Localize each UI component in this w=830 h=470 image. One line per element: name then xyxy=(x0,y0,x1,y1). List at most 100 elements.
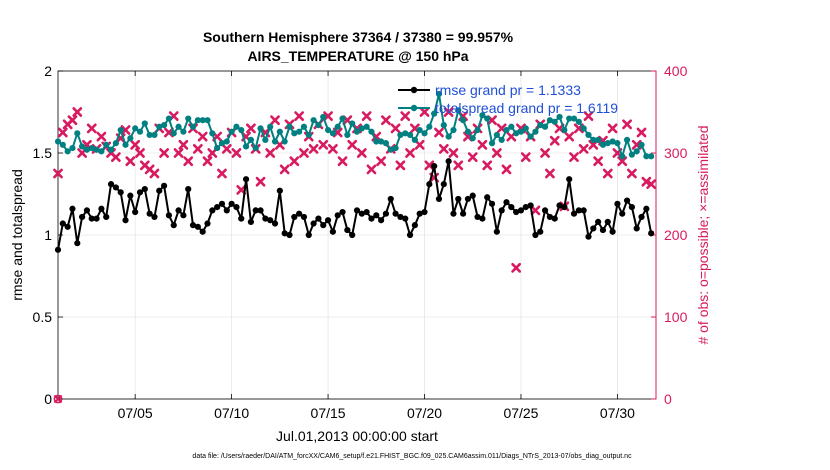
obs-assimilated-stroke-b xyxy=(318,139,329,150)
obs-assimilated-point xyxy=(593,156,604,167)
totalspread-point xyxy=(628,151,635,158)
obs-assimilated-stroke-b xyxy=(593,156,604,167)
obs-assimilated-stroke-b xyxy=(409,123,420,134)
obs-assimilated-point xyxy=(130,139,141,150)
x-tick-label-1: 07/10 xyxy=(214,405,249,421)
right-y-tick-label-0: 0 xyxy=(664,391,672,407)
rmse-point xyxy=(305,231,312,239)
rmse-point xyxy=(474,213,481,221)
obs-assimilated-stroke-b xyxy=(400,111,411,121)
obs-assimilated-point xyxy=(569,152,579,162)
totalspread-point xyxy=(242,143,250,150)
right-y-axis-ticks: 0 100 200 300 400 xyxy=(651,63,688,407)
rmse-point xyxy=(214,204,221,211)
rmse-point xyxy=(546,213,554,221)
obs-assimilated-point xyxy=(583,111,594,121)
obs-assimilated-point xyxy=(337,156,348,167)
obs-assimilated-stroke-b xyxy=(342,115,353,126)
totalspread-point xyxy=(513,130,520,137)
rmse-point xyxy=(170,222,177,229)
totalspread-point xyxy=(638,141,645,148)
obs-assimilated-stroke-b xyxy=(646,179,657,190)
rmse-point xyxy=(450,210,457,217)
totalspread-point xyxy=(233,123,240,130)
obs-assimilated-stroke-b xyxy=(164,127,174,138)
rmse-point xyxy=(180,212,187,219)
totalspread-point xyxy=(411,136,418,143)
totalspread-point xyxy=(541,123,549,130)
obs-assimilated-point xyxy=(549,135,560,146)
obs-assimilated-point xyxy=(405,148,415,158)
obs-assimilated-stroke-b xyxy=(641,176,652,187)
obs-assimilated-point xyxy=(299,148,309,158)
totalspread-point xyxy=(551,118,558,125)
totalspread-point xyxy=(151,131,158,139)
rmse-point xyxy=(599,226,607,234)
obs-assimilated-stroke-b xyxy=(289,156,300,167)
totalspread-point xyxy=(368,128,375,135)
totalspread-point xyxy=(406,131,414,139)
obs-assimilated-stroke-b xyxy=(453,160,464,171)
rmse-point xyxy=(406,231,414,239)
rmse-point xyxy=(604,218,611,225)
rmse-point xyxy=(310,220,317,227)
obs-assimilated-stroke-b xyxy=(607,123,618,134)
obs-assimilated-stroke-b xyxy=(482,160,493,171)
totalspread-point xyxy=(445,133,452,140)
obs-assimilated-stroke-b xyxy=(395,160,406,171)
obs-assimilated-point xyxy=(53,168,63,179)
rmse-point xyxy=(112,184,119,191)
totalspread-point xyxy=(238,126,245,134)
obs-assimilated-stroke-b xyxy=(72,107,83,117)
obs-assimilated-point xyxy=(197,131,208,142)
obs-assimilated-stroke-b xyxy=(467,152,478,162)
obs-assimilated-stroke-b xyxy=(178,139,189,150)
obs-assimilated-point xyxy=(438,144,449,154)
totalspread-point xyxy=(160,122,168,129)
rmse-point xyxy=(431,163,438,170)
obs-assimilated-stroke-b xyxy=(236,185,247,195)
rmse-point xyxy=(537,228,544,235)
rmse-point xyxy=(556,202,563,209)
rmse-point xyxy=(633,225,640,232)
obs-assimilated-point xyxy=(602,168,613,179)
obs-assimilated-stroke-b xyxy=(381,115,391,126)
rmse-point xyxy=(387,195,394,203)
obs-assimilated-stroke-b xyxy=(419,107,430,117)
obs-assimilated-stroke-b xyxy=(202,156,213,167)
totalspread-point xyxy=(257,125,264,132)
rmse-point xyxy=(498,207,505,214)
rmse-point xyxy=(189,222,197,229)
rmse-point xyxy=(252,207,259,214)
obs-assimilated-point xyxy=(318,139,329,150)
rmse-point xyxy=(238,215,245,222)
obs-assimilated-stroke-b xyxy=(438,144,449,154)
rmse-point xyxy=(242,176,250,183)
obs-assimilated-point xyxy=(110,152,121,162)
obs-assimilated-stroke-b xyxy=(487,115,497,126)
totalspread-point xyxy=(532,128,539,135)
obs-assimilated-stroke-b xyxy=(308,144,319,154)
obs-assimilated-point xyxy=(400,111,411,121)
rmse-point xyxy=(276,187,283,194)
legend-marker-rmse xyxy=(410,86,418,94)
totalspread-point xyxy=(527,133,534,140)
obs-assimilated-point xyxy=(607,123,618,134)
rmse-point xyxy=(609,228,616,235)
obs-assimilated-point xyxy=(626,168,637,179)
totalspread-point xyxy=(112,140,119,147)
totalspread-point xyxy=(305,131,312,139)
right-y-tick-label-1: 100 xyxy=(664,309,688,325)
obs-assimilated-stroke-b xyxy=(173,148,184,158)
rmse-point xyxy=(209,207,216,214)
rmse-point xyxy=(64,223,71,230)
totalspread-point xyxy=(252,144,259,152)
totalspread-point xyxy=(614,140,621,147)
totalspread-point xyxy=(69,144,76,152)
obs-assimilated-stroke-b xyxy=(139,160,150,171)
rmse-point xyxy=(532,231,539,239)
totalspread-point xyxy=(479,112,486,119)
right-y-axis-label: # of obs: o=possible; ×=assimilated xyxy=(695,125,711,344)
obs-assimilated-stroke-b xyxy=(96,131,107,142)
obs-assimilated-point xyxy=(520,152,531,162)
